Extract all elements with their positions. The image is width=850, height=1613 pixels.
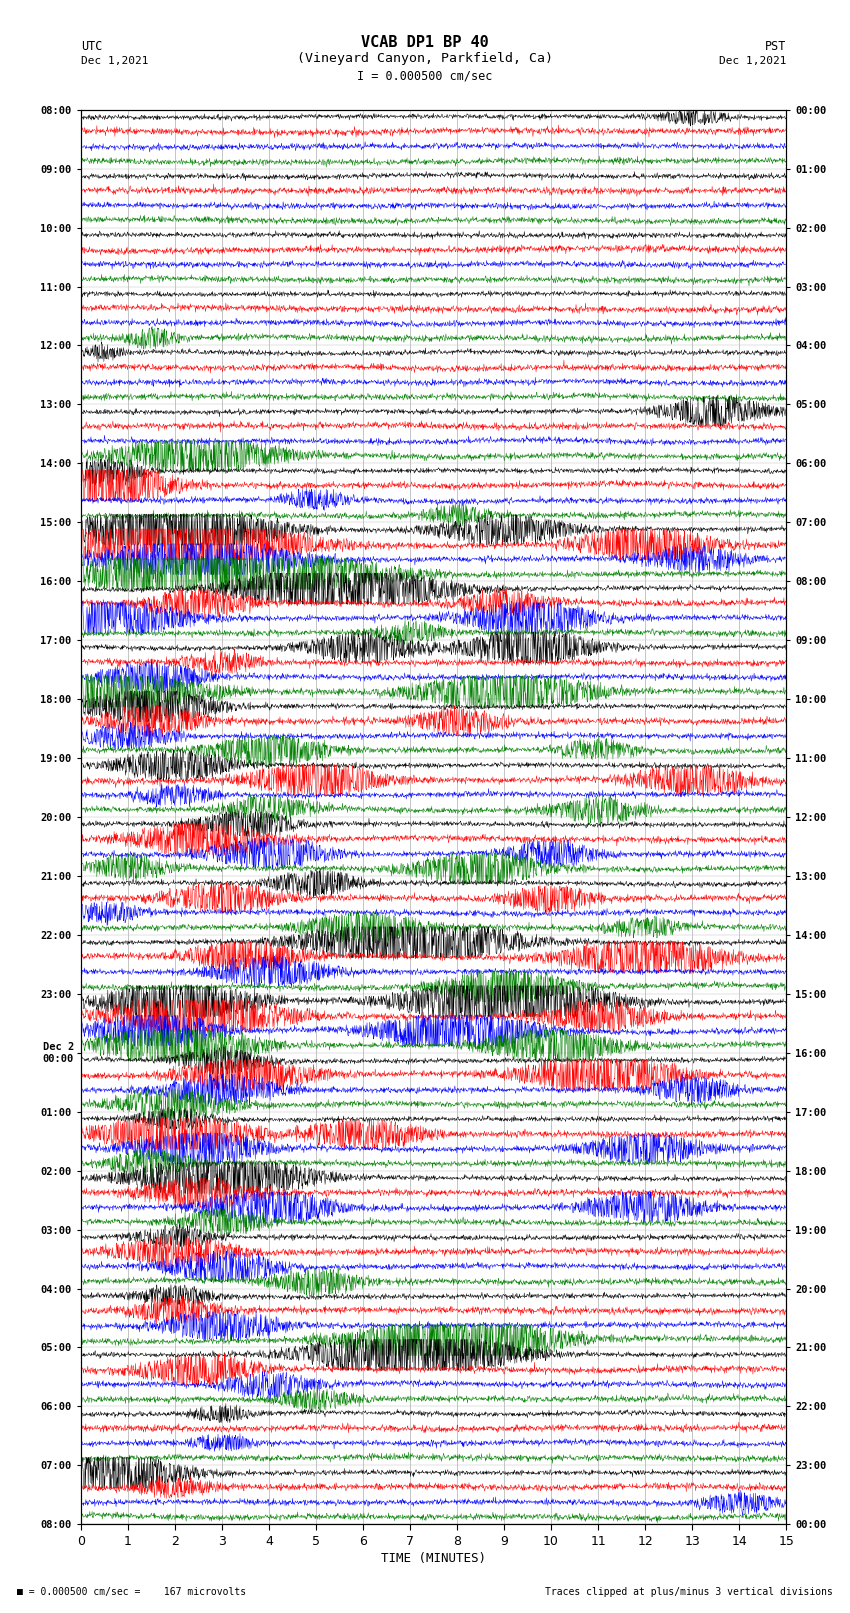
Text: PST: PST bbox=[765, 40, 786, 53]
X-axis label: TIME (MINUTES): TIME (MINUTES) bbox=[381, 1552, 486, 1565]
Text: Traces clipped at plus/minus 3 vertical divisions: Traces clipped at plus/minus 3 vertical … bbox=[545, 1587, 833, 1597]
Text: Dec 1,2021: Dec 1,2021 bbox=[81, 56, 148, 66]
Text: UTC: UTC bbox=[81, 40, 102, 53]
Text: Dec 2
00:00: Dec 2 00:00 bbox=[42, 1042, 74, 1063]
Text: I = 0.000500 cm/sec: I = 0.000500 cm/sec bbox=[357, 69, 493, 82]
Text: ■ = 0.000500 cm/sec =    167 microvolts: ■ = 0.000500 cm/sec = 167 microvolts bbox=[17, 1587, 246, 1597]
Text: (Vineyard Canyon, Parkfield, Ca): (Vineyard Canyon, Parkfield, Ca) bbox=[297, 52, 553, 65]
Text: Dec 1,2021: Dec 1,2021 bbox=[719, 56, 786, 66]
Text: VCAB DP1 BP 40: VCAB DP1 BP 40 bbox=[361, 35, 489, 50]
